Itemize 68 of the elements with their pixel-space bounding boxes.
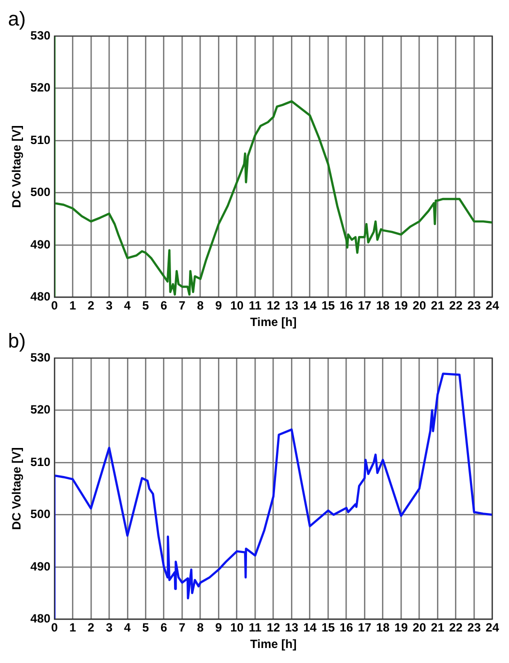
x-tick-label: 23 [467, 620, 482, 635]
x-tick-label: 9 [215, 298, 222, 313]
x-tick-label: 8 [197, 298, 204, 313]
x-tick-label: 7 [178, 298, 186, 313]
x-tick-label: 22 [449, 620, 463, 635]
x-tick-label: 15 [321, 298, 336, 313]
x-tick-label: 3 [106, 298, 113, 313]
x-tick-label: 10 [230, 620, 244, 635]
y-tick-label: 530 [30, 350, 51, 364]
x-tick-label: 16 [340, 620, 354, 635]
y-tick-label: 510 [30, 132, 51, 147]
x-tick-label: 1 [69, 298, 76, 313]
x-tick-label: 6 [160, 298, 168, 313]
x-tick-label: 6 [160, 620, 168, 635]
x-tick-label: 12 [266, 298, 280, 313]
x-tick-label: 8 [197, 620, 204, 635]
y-tick-label: 490 [30, 559, 51, 574]
y-tick-label: 480 [30, 290, 51, 304]
x-tick-label: 18 [376, 298, 390, 313]
x-tick-label: 17 [358, 620, 372, 635]
x-tick-label: 9 [215, 620, 222, 635]
x-tick-label: 22 [449, 298, 463, 313]
x-tick-label: 14 [303, 298, 317, 313]
x-tick-label: 11 [248, 620, 262, 635]
x-tick-label: 0 [51, 298, 58, 313]
x-tick-label: 13 [284, 620, 299, 635]
chart-title: a) [8, 8, 26, 31]
x-tick-label: 18 [376, 620, 390, 635]
y-axis-title: DC Voltage [V] [10, 125, 24, 208]
x-tick-label: 24 [486, 298, 500, 313]
x-tick-label: 5 [142, 298, 150, 313]
x-tick-label: 2 [88, 620, 95, 635]
x-tick-label: 19 [394, 620, 408, 635]
x-tick-label: 4 [124, 298, 132, 313]
x-tick-label: 7 [178, 620, 186, 635]
x-axis-title: Time [h] [250, 315, 297, 330]
x-tick-label: 11 [248, 298, 262, 313]
x-tick-label: 21 [430, 620, 445, 635]
x-tick-label: 12 [266, 620, 280, 635]
x-tick-label: 24 [486, 620, 500, 635]
x-tick-label: 2 [88, 298, 95, 313]
y-tick-label: 500 [30, 185, 51, 200]
x-tick-label: 19 [394, 298, 408, 313]
x-tick-label: 16 [340, 298, 354, 313]
x-axis-title: Time [h] [250, 637, 297, 652]
x-tick-label: 15 [321, 620, 336, 635]
x-tick-label: 20 [412, 620, 426, 635]
x-tick-label: 0 [51, 620, 58, 635]
x-tick-label: 14 [303, 620, 317, 635]
x-tick-label: 20 [412, 298, 426, 313]
y-tick-label: 500 [30, 507, 51, 522]
x-tick-label: 17 [358, 298, 372, 313]
x-tick-label: 1 [69, 620, 76, 635]
y-tick-label: 520 [30, 80, 51, 95]
x-tick-label: 5 [142, 620, 150, 635]
x-tick-label: 3 [106, 620, 113, 635]
x-tick-label: 21 [430, 298, 445, 313]
y-axis-title: DC Voltage [V] [10, 447, 24, 530]
chart-title: b) [8, 330, 26, 353]
y-tick-label: 490 [30, 237, 51, 252]
y-tick-label: 480 [30, 612, 51, 626]
x-tick-label: 4 [124, 620, 132, 635]
x-tick-label: 10 [230, 298, 244, 313]
y-tick-label: 530 [30, 28, 51, 42]
x-tick-label: 13 [284, 298, 299, 313]
x-tick-label: 23 [467, 298, 482, 313]
y-tick-label: 520 [30, 402, 51, 417]
y-tick-label: 510 [30, 454, 51, 469]
